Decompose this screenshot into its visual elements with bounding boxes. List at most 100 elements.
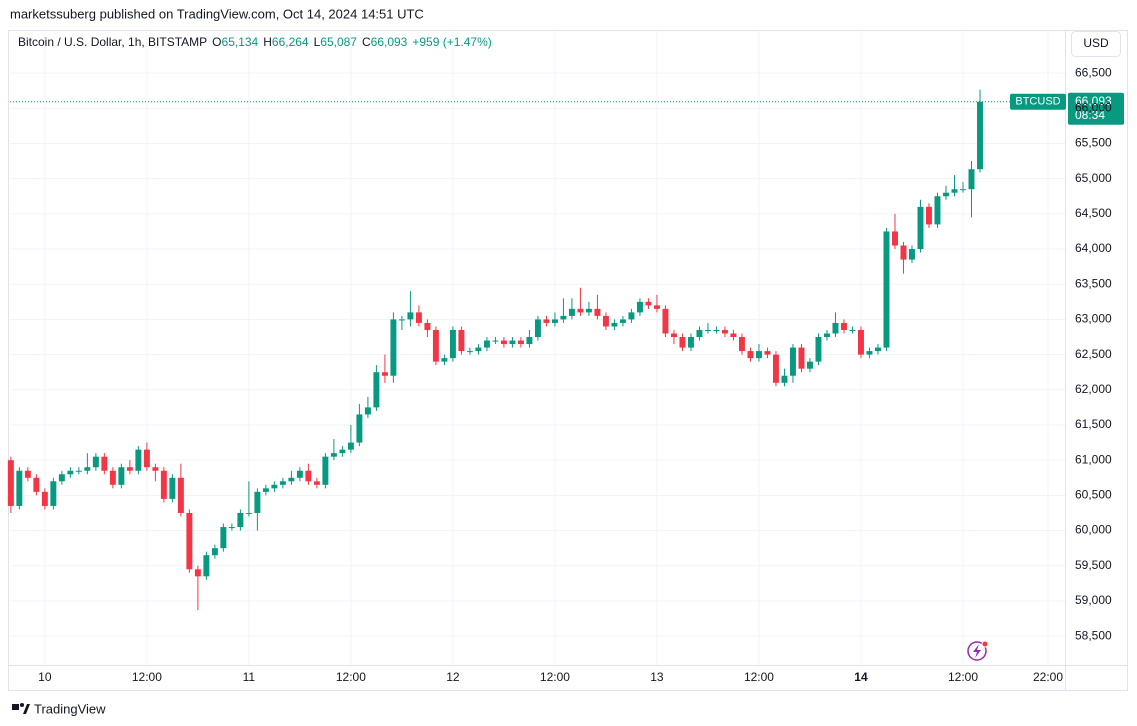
y-tick-label: 63,000 (1075, 312, 1112, 326)
y-tick-label: 66,500 (1075, 65, 1112, 79)
candle-body (619, 319, 626, 323)
candle-body (16, 470, 23, 506)
candle-body (832, 322, 839, 334)
grid (10, 30, 1065, 665)
y-tick-label: 60,500 (1075, 488, 1112, 502)
logo-part (23, 704, 30, 714)
alert-dot[interactable] (981, 640, 989, 648)
candle-body (500, 340, 507, 345)
y-tick-label: 62,000 (1075, 382, 1112, 396)
candle-body (926, 206, 932, 225)
candle-body (356, 414, 363, 443)
candle-body (636, 301, 643, 313)
candle-body (874, 347, 881, 352)
candle-body (347, 442, 354, 450)
candle-body (381, 372, 388, 376)
candle-body (475, 347, 482, 352)
x-tick-label: 12 (446, 670, 460, 684)
candle-body (143, 449, 150, 468)
candle-body (968, 169, 975, 190)
candle-body (670, 333, 677, 338)
candle-body (917, 206, 924, 250)
candle-body (50, 481, 57, 506)
legend-ohlc-value: 66,093 (371, 35, 408, 49)
y-tick-label: 63,500 (1075, 276, 1112, 290)
candle-body (492, 340, 499, 342)
candle-body (432, 329, 439, 362)
candle-body (883, 231, 890, 348)
candle-body (781, 375, 788, 383)
logo-part (20, 703, 24, 707)
price-tag-price: 66,093 (1075, 94, 1112, 108)
candle-body (305, 470, 312, 482)
candle-body (577, 308, 584, 313)
candle-body (764, 351, 771, 355)
currency-label[interactable]: USD (1083, 36, 1109, 50)
candle-body (687, 337, 694, 348)
footer-logo (12, 703, 30, 714)
candle-body (177, 477, 184, 513)
candle-body (254, 491, 261, 513)
candle-body (951, 189, 958, 193)
legend-ohlc-value: 65,087 (320, 35, 357, 49)
y-tick-label: 62,500 (1075, 347, 1112, 361)
candle-body (866, 351, 873, 355)
legend-ohlc-key: L (314, 35, 321, 49)
candle-body (330, 453, 337, 457)
y-tick-label: 59,500 (1075, 558, 1112, 572)
candle-body (806, 361, 813, 369)
candle-body (109, 470, 116, 485)
candle-body (271, 484, 278, 489)
currency-button[interactable] (1071, 31, 1121, 57)
legend-ohlc-value: 66,264 (272, 35, 309, 49)
candle-body (798, 347, 805, 369)
candle-body (560, 315, 567, 320)
candle-body (398, 319, 405, 321)
candle-body (934, 196, 941, 225)
candle-body (594, 308, 601, 316)
candle-body (373, 372, 380, 408)
candle-body (747, 351, 754, 359)
candle-body (194, 569, 201, 577)
footer-brand: TradingView (34, 701, 106, 716)
published-note: marketssuberg published on TradingView.c… (10, 6, 424, 21)
candle-body (789, 347, 796, 376)
candle-body (755, 351, 762, 359)
candle-body (169, 477, 176, 499)
candle-body (220, 527, 227, 549)
candle-body (772, 354, 779, 383)
x-tick-label: 12:00 (336, 670, 366, 684)
y-tick-label: 65,000 (1075, 171, 1112, 185)
legend-symbol: Bitcoin / U.S. Dollar, 1h, BITSTAMP (18, 35, 207, 49)
candle-body (211, 548, 218, 556)
candle-body (135, 449, 142, 471)
candle-body (279, 481, 286, 485)
candle-body (721, 329, 728, 334)
alert-icon[interactable] (967, 640, 989, 661)
candle-body (628, 312, 635, 320)
candle-body (713, 329, 720, 331)
candle-body (237, 512, 244, 528)
candle-body (704, 329, 711, 331)
candle-body (84, 467, 91, 471)
legend-ohlc-key: C (362, 35, 371, 49)
y-tick-label: 61,000 (1075, 452, 1112, 466)
candle-body (322, 456, 329, 485)
candle-body (543, 319, 550, 323)
candle-body (152, 467, 159, 471)
candle-body (58, 474, 65, 482)
candle-body (24, 470, 31, 478)
y-tick-label: 61,500 (1075, 417, 1112, 431)
alert-ring[interactable] (967, 641, 987, 661)
candle-body (313, 481, 320, 485)
candle-body (551, 319, 558, 323)
legend-change: +959 (+1.47%) (412, 35, 491, 49)
candle-body (390, 319, 397, 376)
candle-body (892, 231, 898, 246)
alert-bolt[interactable] (973, 644, 981, 658)
price-tag (1068, 92, 1124, 125)
candle-body (509, 340, 516, 345)
